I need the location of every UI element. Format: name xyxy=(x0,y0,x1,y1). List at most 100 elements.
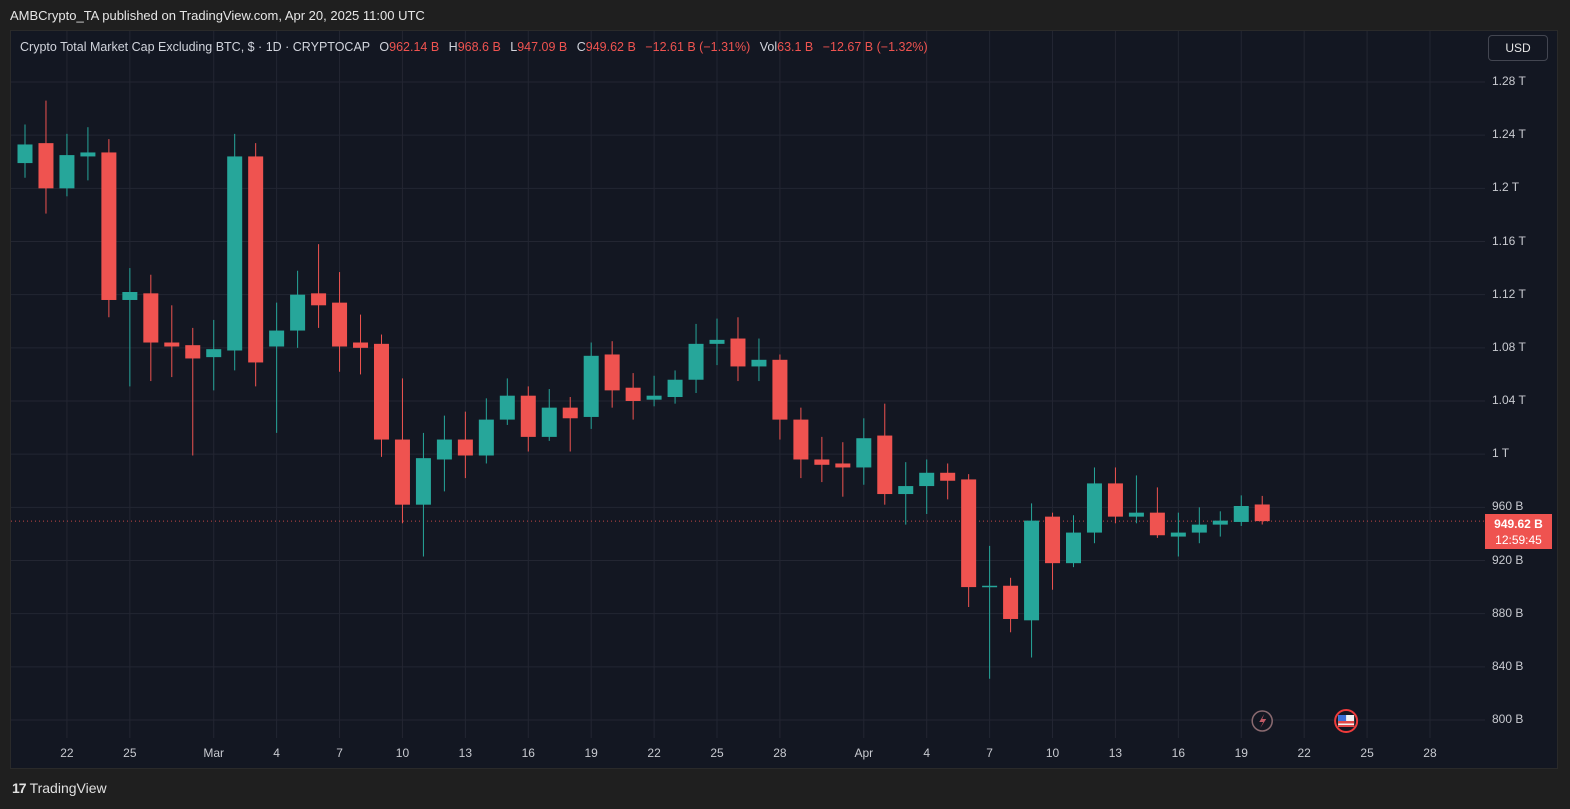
bullish-candle xyxy=(856,418,872,485)
time-tick-label: 28 xyxy=(773,746,787,760)
tradingview-logo-text: TradingView xyxy=(29,780,107,796)
bearish-candle xyxy=(1254,495,1270,525)
bullish-candle xyxy=(898,462,914,525)
bullish-candle xyxy=(80,127,96,181)
candle-body xyxy=(457,439,473,456)
bullish-candle xyxy=(1212,511,1228,537)
volume-label: Vol xyxy=(759,40,778,54)
candle-body xyxy=(1086,483,1102,533)
price-tick-label: 840 B xyxy=(1492,658,1524,673)
close-value: 949.62 B xyxy=(585,40,636,54)
candle-body xyxy=(1149,512,1165,536)
time-tick-label: 28 xyxy=(1423,746,1437,760)
bearish-candle xyxy=(373,334,389,457)
candle-body xyxy=(772,359,788,420)
bearish-candle xyxy=(143,274,159,382)
candle-body xyxy=(1045,516,1061,564)
tradingview-logo-icon: 17 xyxy=(12,780,27,796)
candle-body xyxy=(1024,520,1040,621)
bullish-candle xyxy=(59,133,75,197)
candle-body xyxy=(248,156,264,363)
candle-body xyxy=(1107,483,1123,517)
tradingview-footer[interactable]: 17 TradingView xyxy=(12,780,107,796)
bearish-candle xyxy=(394,378,410,524)
flag-stripe xyxy=(1338,725,1355,727)
price-tick-label: 1 T xyxy=(1492,446,1510,461)
candle-body xyxy=(1254,504,1270,522)
bearish-candle xyxy=(101,139,117,318)
low-value: 947.09 B xyxy=(517,40,568,54)
bullish-candle xyxy=(646,375,662,407)
currency-button[interactable]: USD xyxy=(1488,35,1548,61)
price-tick-label: 1.2 T xyxy=(1492,180,1520,195)
bullish-candle xyxy=(1233,495,1249,526)
candle-body xyxy=(1003,585,1019,619)
lightning-icon[interactable] xyxy=(1251,710,1273,732)
high-value: 968.6 B xyxy=(457,40,501,54)
grid xyxy=(11,31,1485,738)
bullish-candle xyxy=(751,338,767,382)
candle-body xyxy=(499,395,515,420)
candle-body xyxy=(940,472,956,481)
candle-body xyxy=(877,435,893,495)
symbol-title[interactable]: Crypto Total Market Cap Excluding BTC, $… xyxy=(20,40,370,54)
candle-body xyxy=(709,339,725,344)
low-label: L xyxy=(510,40,518,54)
bearish-candle xyxy=(562,397,578,452)
bullish-candle xyxy=(1128,475,1144,524)
bullish-candle xyxy=(667,370,683,404)
bullish-candle xyxy=(206,319,222,391)
time-tick-label: 19 xyxy=(1234,746,1248,760)
bullish-candle xyxy=(436,415,452,492)
bearish-candle xyxy=(332,272,348,372)
bullish-candle xyxy=(709,318,725,366)
bullish-candle xyxy=(290,270,306,348)
bearish-candle xyxy=(877,403,893,505)
bearish-candle xyxy=(1107,467,1123,524)
candle-body xyxy=(1128,512,1144,517)
candle-body xyxy=(101,152,117,300)
candle-body xyxy=(814,459,830,465)
bullish-candle xyxy=(478,398,494,464)
flag-stripe xyxy=(1338,721,1355,724)
events xyxy=(1251,709,1359,733)
price-tick-label: 1.12 T xyxy=(1492,286,1526,301)
bullish-candle xyxy=(1191,507,1207,544)
bearish-candle xyxy=(772,354,788,440)
time-tick-label: 4 xyxy=(923,746,931,760)
bullish-candle xyxy=(688,323,704,394)
candle-body xyxy=(520,395,536,437)
time-tick-label: 25 xyxy=(123,746,137,760)
bullish-candle xyxy=(17,124,33,178)
us-flag-icon[interactable] xyxy=(1334,709,1359,733)
bearish-candle xyxy=(940,463,956,500)
bullish-candle xyxy=(1066,515,1081,568)
bullish-candle xyxy=(982,545,998,679)
lightning-glyph xyxy=(1259,714,1267,728)
candle-body xyxy=(332,302,348,347)
bullish-candle xyxy=(919,459,935,514)
candle-body xyxy=(227,156,243,351)
candle-body xyxy=(982,585,998,588)
flag-canton xyxy=(1338,715,1347,721)
high-label: H xyxy=(448,40,458,54)
candle-body xyxy=(856,438,872,468)
candle-body xyxy=(646,395,662,400)
candle-body xyxy=(415,458,431,505)
candle-body xyxy=(478,419,494,456)
candle-body xyxy=(185,345,201,359)
bullish-candle xyxy=(122,268,138,387)
open-label: O xyxy=(379,40,390,54)
candle-body xyxy=(1170,532,1186,537)
bullish-candle xyxy=(541,389,557,441)
candle-body xyxy=(143,293,159,343)
candle-body xyxy=(961,479,977,588)
candle-body xyxy=(625,387,641,401)
bearish-candle xyxy=(185,327,201,456)
publisher-caption: AMBCrypto_TA published on TradingView.co… xyxy=(10,8,425,23)
last-price: 949.62 B xyxy=(1494,517,1543,531)
time-tick-label: 7 xyxy=(986,746,993,760)
bullish-candle xyxy=(1024,503,1040,658)
price-tick-label: 800 B xyxy=(1492,712,1524,726)
